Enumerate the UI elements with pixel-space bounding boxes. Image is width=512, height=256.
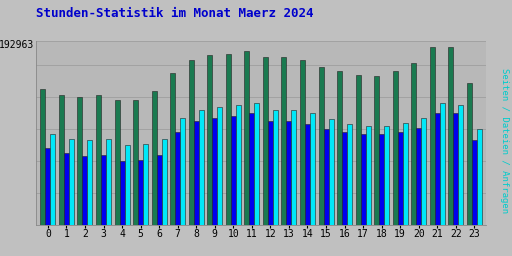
Bar	[133, 100, 138, 225]
Bar	[162, 139, 166, 225]
Bar	[120, 161, 124, 225]
Bar	[416, 127, 421, 225]
Bar	[143, 144, 148, 225]
Bar	[50, 134, 55, 225]
Bar	[199, 110, 204, 225]
Bar	[217, 107, 222, 225]
Bar	[226, 54, 231, 225]
Bar	[356, 74, 360, 225]
Bar	[263, 57, 268, 225]
Bar	[366, 126, 371, 225]
Bar	[207, 55, 212, 225]
Bar	[379, 134, 384, 225]
Bar	[402, 123, 408, 225]
Bar	[138, 159, 143, 225]
Bar	[453, 113, 458, 225]
Bar	[96, 95, 101, 225]
Bar	[467, 83, 472, 225]
Bar	[398, 132, 402, 225]
Bar	[318, 67, 324, 225]
Bar	[435, 113, 440, 225]
Bar	[411, 63, 416, 225]
Bar	[106, 139, 111, 225]
Text: Stunden-Statistik im Monat Maerz 2024: Stunden-Statistik im Monat Maerz 2024	[36, 7, 313, 20]
Bar	[374, 76, 379, 225]
Bar	[458, 105, 463, 225]
Bar	[282, 57, 286, 225]
Bar	[82, 156, 88, 225]
Bar	[430, 47, 435, 225]
Bar	[286, 121, 291, 225]
Bar	[64, 153, 69, 225]
Bar	[393, 71, 398, 225]
Bar	[268, 121, 273, 225]
Bar	[342, 132, 347, 225]
Bar	[360, 134, 366, 225]
Text: Seiten / Dateien / Anfragen: Seiten / Dateien / Anfragen	[500, 68, 509, 213]
Bar	[324, 129, 329, 225]
Bar	[157, 155, 162, 225]
Bar	[384, 126, 389, 225]
Bar	[40, 89, 46, 225]
Bar	[236, 105, 241, 225]
Bar	[212, 118, 217, 225]
Bar	[194, 121, 199, 225]
Bar	[329, 120, 333, 225]
Bar	[300, 60, 305, 225]
Bar	[254, 103, 260, 225]
Bar	[69, 139, 74, 225]
Bar	[273, 110, 278, 225]
Bar	[170, 73, 175, 225]
Bar	[189, 60, 194, 225]
Bar	[472, 140, 477, 225]
Bar	[347, 124, 352, 225]
Bar	[231, 116, 236, 225]
Bar	[101, 155, 106, 225]
Bar	[175, 132, 180, 225]
Bar	[291, 110, 296, 225]
Bar	[115, 100, 120, 225]
Bar	[180, 118, 185, 225]
Bar	[244, 51, 249, 225]
Bar	[59, 95, 64, 225]
Bar	[440, 103, 445, 225]
Bar	[477, 129, 482, 225]
Bar	[305, 124, 310, 225]
Bar	[249, 113, 254, 225]
Bar	[421, 118, 426, 225]
Bar	[310, 113, 315, 225]
Bar	[124, 145, 130, 225]
Bar	[77, 97, 82, 225]
Bar	[337, 71, 342, 225]
Bar	[152, 91, 157, 225]
Bar	[88, 140, 93, 225]
Bar	[449, 47, 453, 225]
Bar	[46, 148, 50, 225]
